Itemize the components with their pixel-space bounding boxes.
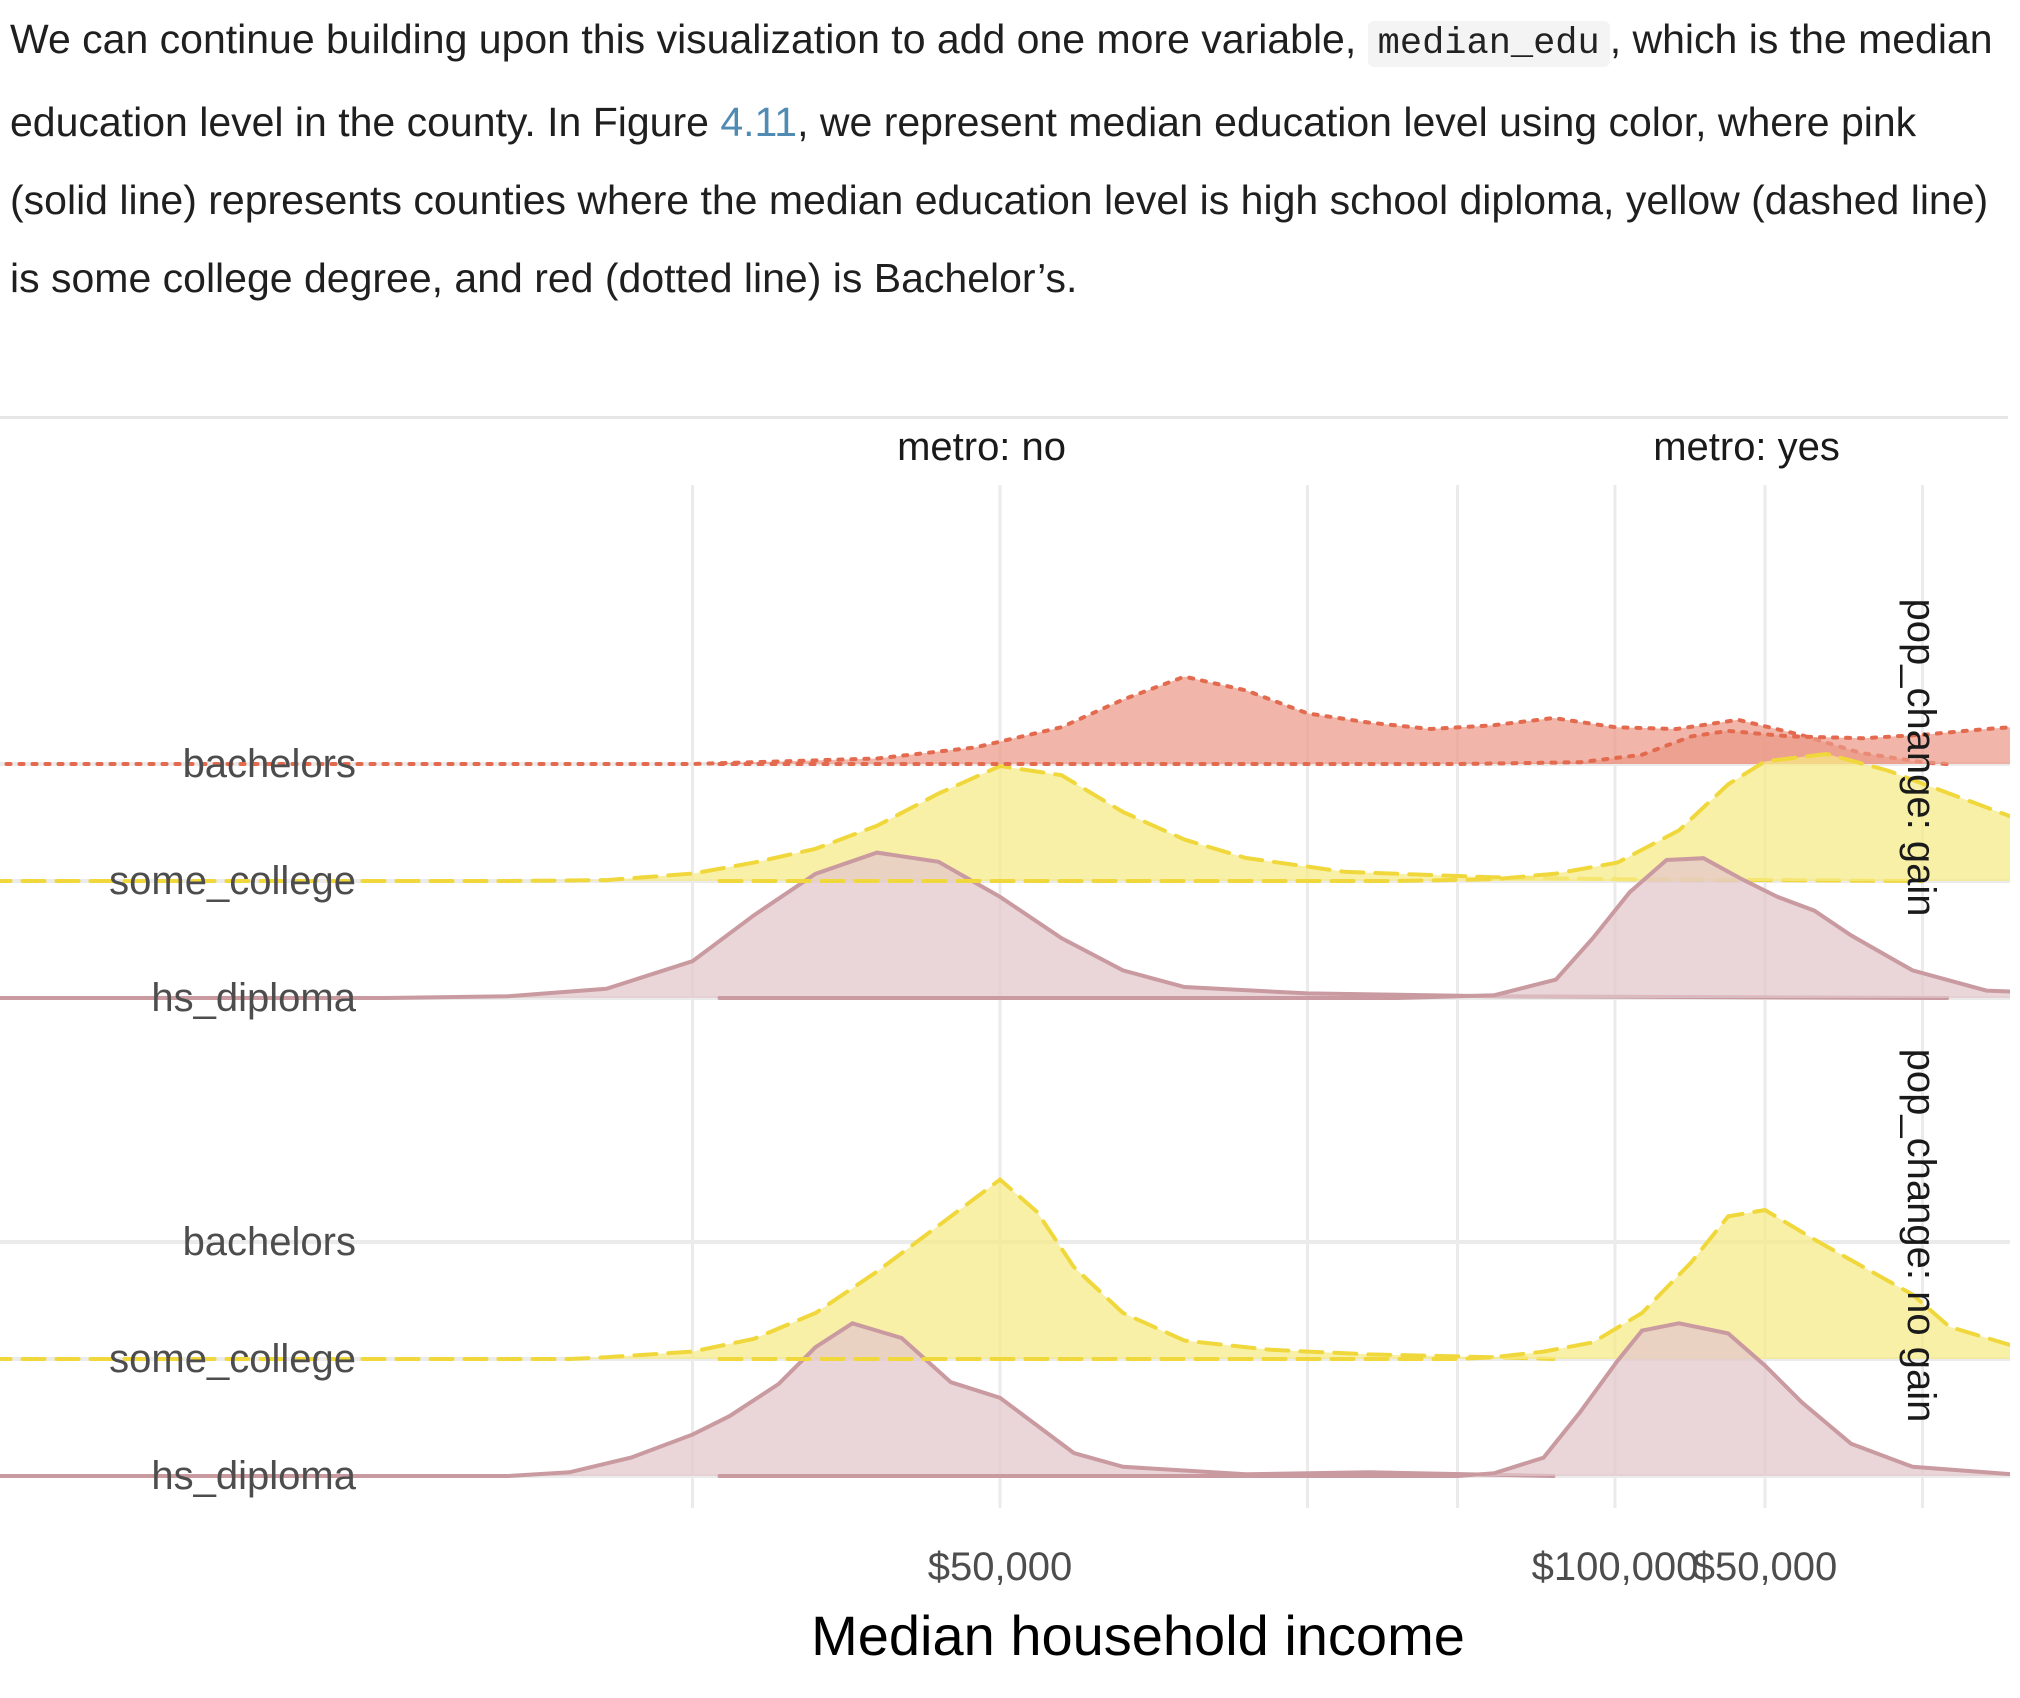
x-tick-label: $50,000 [928, 1545, 1073, 1589]
y-tick-label: bachelors [183, 1220, 356, 1264]
density-line-some_college [0, 763, 1925, 883]
density-line-hs_diploma [717, 1321, 2010, 1478]
density-area-some_college [0, 766, 1923, 881]
facet-label-row: pop_change: no gain [1899, 1049, 1943, 1423]
density-line-some_college [0, 1177, 1556, 1361]
facet-label-column: metro: yes [1653, 430, 1840, 469]
section-divider [0, 416, 2008, 419]
x-axis-title: Median household income [811, 1604, 1465, 1667]
x-tick-label: $100,000 [1532, 1545, 1699, 1589]
intro-part3: , we represent median education level us… [10, 99, 1989, 301]
y-tick-label: hs_diploma [151, 1454, 356, 1498]
density-area-some_college [719, 754, 2010, 881]
y-tick-label: hs_diploma [151, 976, 356, 1020]
ridgeline-chart: hs_diploma some_college bachelors hs_diplom… [0, 430, 2010, 1667]
intro-part1: We can continue building upon this visua… [10, 16, 1357, 62]
density-area-some_college [0, 1179, 1554, 1359]
density-line-some_college [717, 751, 2010, 883]
intro-paragraph: We can continue building upon this visua… [10, 0, 2010, 317]
density-area-some_college [719, 1210, 2010, 1359]
figure-link[interactable]: 4.11 [720, 99, 798, 145]
density-area-bachelors [719, 727, 2010, 764]
density-line-bachelors [0, 674, 1950, 766]
density-line-hs_diploma [0, 1321, 1556, 1478]
density-line-hs_diploma [0, 850, 1950, 1000]
density-area-hs_diploma [719, 858, 2010, 998]
facet-label-row: pop_change: gain [1899, 598, 1943, 916]
density-area-hs_diploma [0, 1323, 1554, 1476]
y-tick-label: some_college [109, 1337, 356, 1381]
y-tick-label: bachelors [183, 742, 356, 786]
density-area-bachelors [0, 676, 1948, 764]
density-line-hs_diploma [717, 856, 2010, 1000]
x-tick-label: $50,000 [1693, 1545, 1838, 1589]
intro-part2: , which is the median education level in… [10, 16, 1993, 145]
density-area-hs_diploma [719, 1323, 2010, 1476]
y-tick-label: some_college [109, 859, 356, 903]
density-area-hs_diploma [0, 852, 1948, 998]
intro-text: We can continue building upon this visua… [10, 0, 2010, 317]
density-line-some_college [717, 1207, 2010, 1361]
facet-label-column: metro: no [897, 430, 1066, 469]
inline-code-median-edu: median_edu [1367, 21, 1610, 67]
